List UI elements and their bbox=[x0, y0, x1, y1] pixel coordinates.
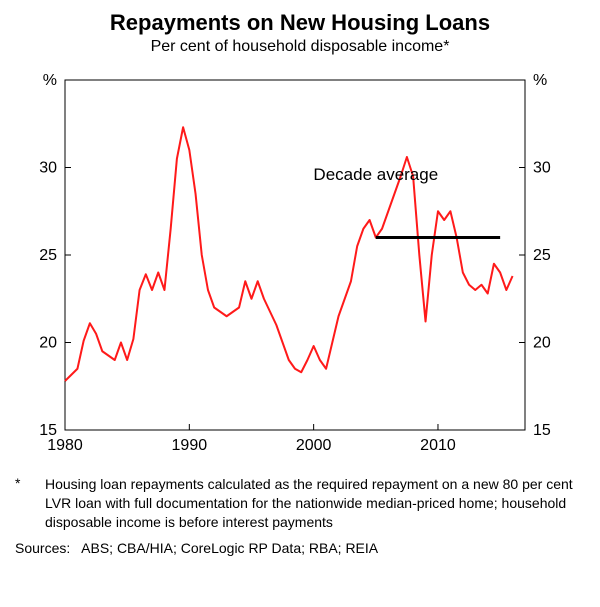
footnote: * Housing loan repayments calculated as … bbox=[15, 475, 585, 532]
chart-title: Repayments on New Housing Loans bbox=[15, 10, 585, 36]
chart-subtitle: Per cent of household disposable income* bbox=[15, 38, 585, 56]
svg-text:25: 25 bbox=[533, 247, 551, 264]
svg-text:30: 30 bbox=[533, 160, 551, 177]
svg-text:20: 20 bbox=[39, 335, 57, 352]
svg-text:Decade average: Decade average bbox=[313, 165, 438, 184]
chart-plot-area: 1515202025253030%%1980199020002010Decade… bbox=[15, 60, 585, 465]
sources-label: Sources: bbox=[15, 540, 70, 556]
svg-text:%: % bbox=[533, 72, 547, 89]
svg-text:25: 25 bbox=[39, 247, 57, 264]
line-chart-svg: 1515202025253030%%1980199020002010Decade… bbox=[15, 60, 575, 460]
svg-text:%: % bbox=[43, 72, 57, 89]
svg-text:30: 30 bbox=[39, 160, 57, 177]
svg-text:15: 15 bbox=[533, 422, 551, 439]
svg-text:2000: 2000 bbox=[296, 437, 332, 454]
svg-text:20: 20 bbox=[533, 335, 551, 352]
svg-text:1990: 1990 bbox=[172, 437, 208, 454]
footnote-mark: * bbox=[15, 475, 45, 532]
chart-container: Repayments on New Housing Loans Per cent… bbox=[0, 0, 600, 566]
svg-text:1980: 1980 bbox=[47, 437, 83, 454]
sources-text: ABS; CBA/HIA; CoreLogic RP Data; RBA; RE… bbox=[81, 540, 378, 556]
svg-text:2010: 2010 bbox=[420, 437, 456, 454]
sources-line: Sources: ABS; CBA/HIA; CoreLogic RP Data… bbox=[15, 540, 585, 556]
footnote-text: Housing loan repayments calculated as th… bbox=[45, 475, 585, 532]
